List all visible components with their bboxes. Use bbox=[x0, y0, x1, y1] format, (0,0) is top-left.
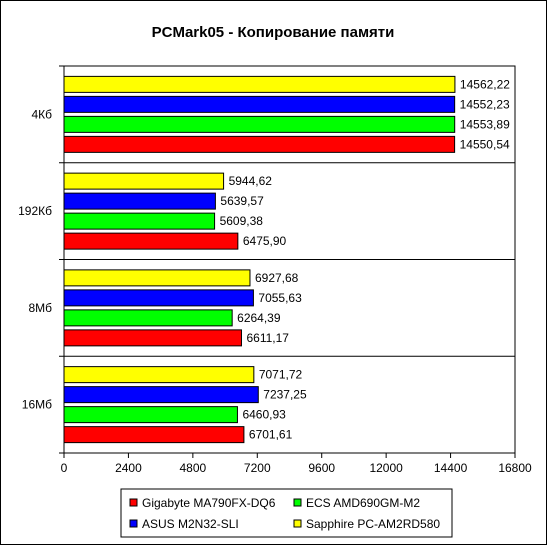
legend-label: Gigabyte MA790FX-DQ6 bbox=[142, 496, 276, 510]
bar-value-label: 6475,90 bbox=[243, 234, 287, 248]
bar bbox=[63, 95, 456, 113]
bar-value-label: 7071,72 bbox=[259, 368, 303, 382]
y-axis: 4Кб 192Кб 8Мб 16Мб bbox=[18, 65, 64, 454]
bar-value-label: 5944,62 bbox=[229, 174, 273, 188]
x-tick-label: 16800 bbox=[498, 461, 532, 475]
legend-label: ECS AMD690GM-M2 bbox=[306, 496, 420, 510]
bar bbox=[63, 269, 251, 287]
bar bbox=[63, 386, 259, 404]
legend-swatch bbox=[293, 498, 302, 507]
grid-lines bbox=[64, 162, 515, 357]
bar bbox=[63, 75, 456, 93]
x-tick-label: 14400 bbox=[434, 461, 468, 475]
chart-title: PCMark05 - Копирование памяти bbox=[152, 24, 395, 41]
bar bbox=[63, 426, 245, 444]
y-category-label: 16Мб bbox=[22, 398, 52, 412]
legend: Gigabyte MA790FX-DQ6 ECS AMD690GM-M2 ASUS … bbox=[120, 488, 453, 538]
x-tick-label: 0 bbox=[61, 461, 68, 475]
x-tick-label: 2400 bbox=[115, 461, 142, 475]
bar-value-label: 6460,93 bbox=[242, 408, 286, 422]
x-tick-label: 4800 bbox=[180, 461, 207, 475]
bar-value-label: 7237,25 bbox=[263, 388, 307, 402]
y-category-label: 192Кб bbox=[18, 204, 52, 218]
legend-label: Sapphire PC-AM2RD580 bbox=[306, 517, 440, 531]
legend-box bbox=[120, 488, 453, 538]
bar-value-label: 6701,61 bbox=[249, 428, 293, 442]
bar bbox=[63, 309, 233, 327]
data-labels: 14562,22 14552,23 14553,89 14550,54 5944,62 5… bbox=[220, 77, 511, 441]
x-tick-label: 7200 bbox=[244, 461, 271, 475]
y-category-label: 8Мб bbox=[28, 301, 52, 315]
bar-value-label: 5639,57 bbox=[220, 194, 264, 208]
x-axis: 0 2400 4800 7200 9600 12000 14400 16800 bbox=[61, 453, 532, 475]
bar-value-label: 7055,63 bbox=[258, 291, 302, 305]
bar bbox=[63, 289, 254, 307]
bar bbox=[63, 232, 239, 250]
bar bbox=[63, 212, 216, 230]
bar-value-label: 14550,54 bbox=[460, 137, 510, 151]
bar-value-label: 6927,68 bbox=[255, 271, 299, 285]
bar bbox=[63, 406, 238, 424]
legend-swatch bbox=[293, 519, 302, 528]
x-tick-label: 12000 bbox=[369, 461, 403, 475]
bars bbox=[63, 75, 456, 444]
bar bbox=[63, 192, 216, 210]
y-category-label: 4Кб bbox=[31, 107, 52, 121]
legend-swatch bbox=[129, 498, 138, 507]
bar-value-label: 6611,17 bbox=[246, 331, 289, 345]
bar bbox=[63, 115, 456, 133]
bar-value-label: 5609,38 bbox=[220, 214, 264, 228]
bar-value-label: 14553,89 bbox=[460, 117, 510, 131]
x-tick-label: 9600 bbox=[308, 461, 335, 475]
bar-value-label: 14552,23 bbox=[460, 97, 510, 111]
bar bbox=[63, 329, 242, 347]
legend-swatch bbox=[129, 519, 138, 528]
bar bbox=[63, 172, 225, 190]
legend-label: ASUS M2N32-SLI bbox=[142, 517, 239, 531]
bar-value-label: 14562,22 bbox=[460, 77, 510, 91]
bar bbox=[63, 366, 255, 384]
bar-value-label: 6264,39 bbox=[237, 311, 281, 325]
bar bbox=[63, 135, 456, 153]
